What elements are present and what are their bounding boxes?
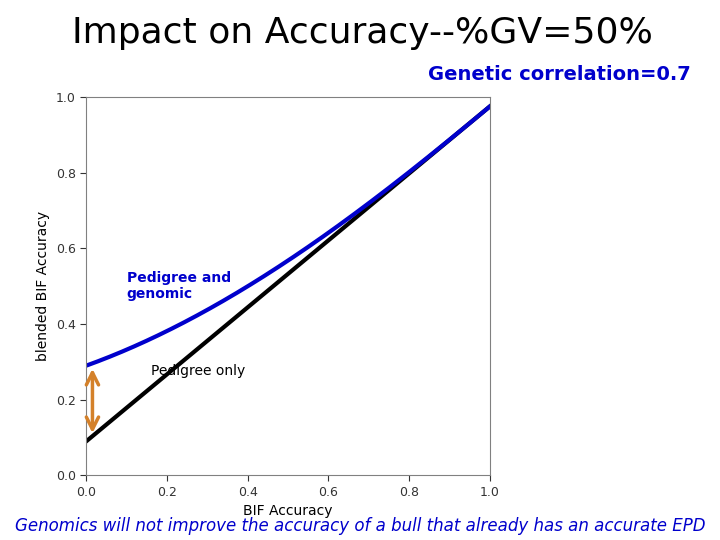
Text: Pedigree and
genomic: Pedigree and genomic: [127, 271, 231, 301]
Text: Genetic correlation=0.7: Genetic correlation=0.7: [428, 65, 691, 84]
X-axis label: BIF Accuracy: BIF Accuracy: [243, 504, 333, 518]
Text: Pedigree only: Pedigree only: [151, 364, 246, 378]
Y-axis label: blended BIF Accuracy: blended BIF Accuracy: [37, 211, 50, 361]
Text: Genomics will not improve the accuracy of a bull that already has an accurate EP: Genomics will not improve the accuracy o…: [14, 517, 706, 535]
Text: Impact on Accuracy--%GV=50%: Impact on Accuracy--%GV=50%: [72, 16, 653, 50]
